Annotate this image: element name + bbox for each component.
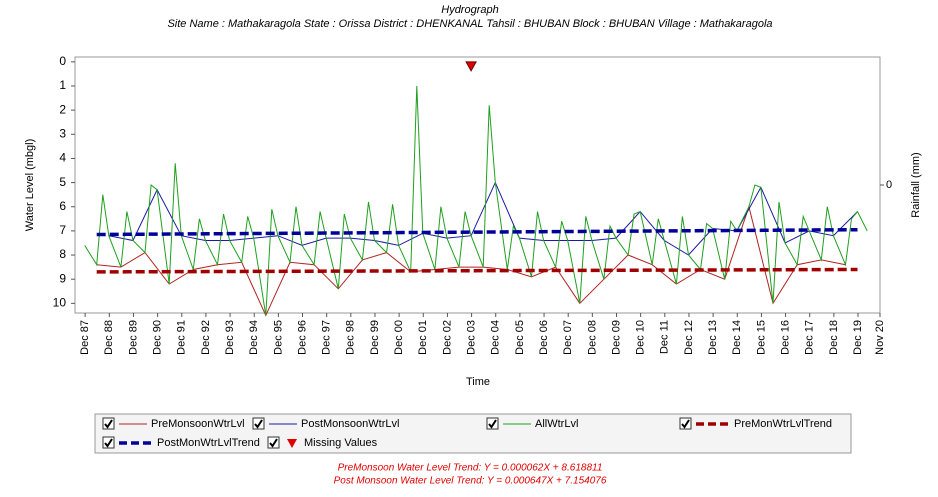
legend-checkbox[interactable] xyxy=(102,417,115,430)
x-tick-label: Dec 12 xyxy=(683,320,695,355)
x-tick-label: Dec 95 xyxy=(272,320,284,355)
x-tick-label: Dec 03 xyxy=(465,320,477,355)
legend-label: PostMonWtrLvlTrend xyxy=(157,437,260,449)
x-axis-label: Time xyxy=(466,376,490,388)
x-tick-label: Dec 09 xyxy=(610,320,622,355)
x-tick-label: Dec 13 xyxy=(707,320,719,355)
legend-label: PreMonsoonWtrLvl xyxy=(151,418,245,430)
legend-label: AllWtrLvl xyxy=(535,418,578,430)
legend-checkbox[interactable] xyxy=(679,417,692,430)
x-tick-label: Dec 98 xyxy=(345,320,357,355)
x-tick-label: Dec 96 xyxy=(296,320,308,355)
chart-title: Hydrograph xyxy=(441,4,498,16)
y-tick-label: 0 xyxy=(59,54,66,68)
x-tick-label: Dec 88 xyxy=(103,320,115,355)
y-tick-label: 10 xyxy=(53,296,67,310)
y2-axis-label: Rainfall (mm) xyxy=(910,152,922,217)
legend-label: Missing Values xyxy=(304,437,378,449)
annotation: PreMonsoon Water Level Trend: Y = 0.0000… xyxy=(338,463,603,474)
x-tick-label: Nov 20 xyxy=(874,320,886,355)
y-axis-label: Water Level (mbgl) xyxy=(24,139,36,232)
y-tick-label: 3 xyxy=(59,126,66,140)
legend-label: PostMonsoonWtrLvl xyxy=(301,418,399,430)
x-tick-label: Dec 91 xyxy=(176,320,188,355)
legend-checkbox[interactable] xyxy=(486,417,499,430)
y-tick-label: 9 xyxy=(59,271,66,285)
missing-value-marker xyxy=(465,61,477,72)
x-tick-label: Dec 08 xyxy=(586,320,598,355)
x-tick-label: Dec 90 xyxy=(152,320,164,355)
legend-label: PreMonWtrLvlTrend xyxy=(734,418,832,430)
legend-check[interactable] xyxy=(488,419,497,429)
x-tick-label: Dec 19 xyxy=(852,320,864,355)
y-tick-label: 8 xyxy=(59,247,66,261)
x-tick-label: Dec 02 xyxy=(441,320,453,355)
legend-check[interactable] xyxy=(104,419,113,429)
x-tick-label: Dec 05 xyxy=(514,320,526,355)
x-tick-label: Dec 06 xyxy=(538,320,550,355)
trend-line xyxy=(96,227,858,237)
x-tick-label: Dec 93 xyxy=(224,320,236,355)
x-tick-label: Dec 99 xyxy=(369,320,381,355)
series-line xyxy=(96,204,846,317)
x-tick-label: Dec 04 xyxy=(490,320,502,355)
legend-check[interactable] xyxy=(681,419,690,429)
legend-box xyxy=(94,413,852,454)
x-tick-label: Dec 89 xyxy=(127,320,139,355)
series-line xyxy=(108,181,858,256)
legend-check[interactable] xyxy=(254,419,263,429)
legend-swatch xyxy=(287,439,297,448)
legend-checkbox[interactable] xyxy=(267,436,280,449)
y-tick-label: 4 xyxy=(59,151,66,165)
y-tick-label: 6 xyxy=(59,199,66,213)
x-tick-label: Dec 87 xyxy=(79,320,91,355)
x-tick-label: Dec 01 xyxy=(417,320,429,355)
x-tick-label: Dec 97 xyxy=(321,320,333,355)
x-tick-label: Dec 14 xyxy=(731,320,743,355)
y-tick-label: 2 xyxy=(59,102,66,116)
x-tick-label: Dec 00 xyxy=(393,320,405,355)
legend-checkbox[interactable] xyxy=(252,417,265,430)
x-tick-label: Dec 10 xyxy=(635,320,647,355)
x-tick-label: Dec 15 xyxy=(755,320,767,355)
x-tick-label: Dec 11 xyxy=(659,320,671,354)
legend-check[interactable] xyxy=(269,438,278,448)
y-tick-label: 5 xyxy=(59,175,66,189)
legend-check[interactable] xyxy=(104,438,113,448)
legend-checkbox[interactable] xyxy=(102,436,115,449)
trend-line xyxy=(96,267,858,274)
y-tick-label: 7 xyxy=(59,223,66,237)
annotation: Post Monsoon Water Level Trend: Y = 0.00… xyxy=(334,476,607,487)
x-tick-label: Dec 94 xyxy=(248,320,260,355)
x-tick-label: Dec 17 xyxy=(804,320,816,355)
x-tick-label: Dec 18 xyxy=(828,320,840,355)
y2-tick-label: 0 xyxy=(886,179,892,191)
x-tick-label: Dec 07 xyxy=(562,320,574,355)
x-tick-label: Dec 16 xyxy=(779,320,791,355)
y-tick-label: 1 xyxy=(59,78,66,92)
x-tick-label: Dec 92 xyxy=(200,320,212,355)
chart-subtitle: Site Name : Mathakaragola State : Orissa… xyxy=(167,18,772,30)
